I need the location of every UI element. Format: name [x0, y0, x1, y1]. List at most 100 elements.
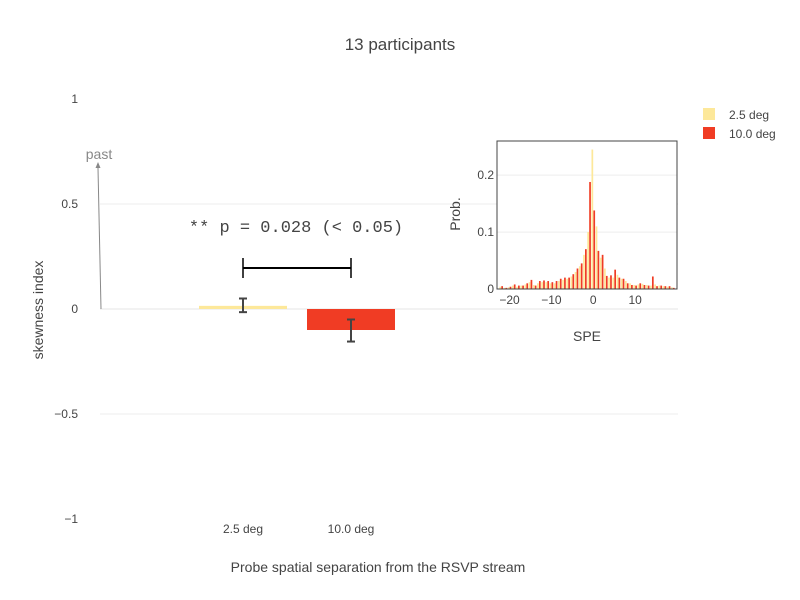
inset-bar-2.5-deg	[637, 284, 640, 289]
inset-bar-2.5-deg	[620, 278, 623, 289]
inset-x-tick-label: 10	[628, 293, 642, 307]
inset-x-axis-title: SPE	[573, 328, 601, 344]
inset-frame	[496, 140, 678, 290]
inset-bar-10.0-deg	[610, 275, 612, 289]
main-y-tick-label: 1	[71, 92, 78, 106]
inset-bar-10.0-deg	[551, 282, 554, 289]
inset-bar-2.5-deg	[570, 276, 573, 289]
inset-x-tick-label: −20	[499, 293, 520, 307]
inset-bar-10.0-deg	[618, 277, 621, 289]
inset-y-tick-label: 0.1	[477, 225, 494, 239]
main-y-tick-label: 0	[71, 302, 78, 316]
inset-bar-10.0-deg	[589, 181, 591, 289]
main-x-category-labels: 2.5 deg 10.0 deg	[223, 522, 374, 536]
inset-bar-10.0-deg	[622, 278, 625, 289]
inset-bar-10.0-deg	[538, 281, 541, 289]
inset-bar-10.0-deg	[626, 283, 629, 289]
inset-x-tick-labels: −20 −10 0 10	[499, 293, 642, 307]
error-bar-2.5-deg	[239, 297, 247, 314]
inset-bar-10.0-deg	[547, 281, 550, 289]
inset-bar-10.0-deg	[668, 286, 671, 289]
inset-bar-10.0-deg	[656, 286, 658, 289]
inset-bar-2.5-deg	[499, 286, 502, 289]
inset-bar-10.0-deg	[597, 250, 600, 289]
inset-bar-10.0-deg	[526, 283, 529, 289]
inset-bar-10.0-deg	[505, 287, 508, 289]
inset-bar-10.0-deg	[672, 287, 675, 289]
inset-bar-2.5-deg	[666, 286, 669, 289]
x-category-label: 2.5 deg	[223, 522, 263, 536]
legend-swatch-10.0-deg	[703, 127, 715, 139]
inset-histogram: −20 −10 0 10 0 0.1 0.2 SPE Prob.	[447, 140, 678, 344]
inset-bar-2.5-deg	[524, 284, 527, 289]
inset-bar-10.0-deg	[660, 285, 663, 289]
inset-bar-2.5-deg	[549, 283, 552, 289]
inset-y-tick-label: 0	[487, 282, 494, 296]
inset-bar-10.0-deg	[509, 286, 512, 289]
inset-plot-area	[497, 141, 677, 289]
main-error-bars	[239, 297, 355, 343]
inset-x-tick-label: 0	[590, 293, 597, 307]
inset-bar-2.5-deg	[541, 282, 543, 289]
inset-bar-2.5-deg	[608, 277, 610, 289]
y-axis-title: skewness index	[30, 261, 46, 360]
inset-bar-2.5-deg	[587, 232, 589, 289]
inset-bar-10.0-deg	[585, 249, 587, 289]
inset-bar-2.5-deg	[557, 281, 560, 289]
significance-bracket	[242, 258, 352, 278]
main-y-tick-label: 0.5	[61, 197, 78, 211]
x-category-label: 10.0 deg	[328, 522, 375, 536]
inset-bar-10.0-deg	[601, 254, 604, 289]
inset-bar-2.5-deg	[658, 285, 661, 289]
inset-bar-10.0-deg	[534, 285, 537, 289]
inset-bar-2.5-deg	[624, 281, 627, 289]
inset-gridlines	[497, 174, 677, 233]
inset-bar-10.0-deg	[555, 281, 558, 289]
inset-bar-2.5-deg	[650, 285, 652, 289]
inset-x-tick-label: −10	[541, 293, 562, 307]
inset-bar-2.5-deg	[671, 287, 673, 289]
inset-bar-10.0-deg	[559, 278, 562, 289]
inset-bar-2.5-deg	[583, 254, 585, 289]
inset-bar-2.5-deg	[599, 257, 602, 289]
main-y-tick-label: −0.5	[54, 407, 78, 421]
inset-bar-2.5-deg	[578, 266, 581, 289]
past-arrow-head	[95, 162, 101, 168]
inset-bars	[499, 149, 675, 289]
significance-annotation: ** p = 0.028 (< 0.05)	[189, 219, 403, 238]
inset-bar-10.0-deg	[530, 279, 533, 289]
inset-bar-10.0-deg	[543, 280, 545, 289]
main-y-tick-label: −1	[64, 512, 78, 526]
inset-bar-2.5-deg	[612, 277, 615, 289]
inset-bar-10.0-deg	[576, 268, 579, 289]
inset-bar-10.0-deg	[651, 276, 654, 289]
inset-bar-10.0-deg	[631, 285, 633, 289]
inset-bar-2.5-deg	[545, 282, 548, 289]
inset-bar-2.5-deg	[574, 271, 577, 289]
error-bar-10.0-deg	[347, 318, 355, 343]
inset-bar-10.0-deg	[664, 286, 667, 289]
inset-bar-2.5-deg	[633, 285, 636, 289]
inset-bar-2.5-deg	[629, 283, 631, 289]
inset-y-tick-label: 0.2	[477, 168, 494, 182]
inset-bar-2.5-deg	[520, 285, 523, 289]
inset-bar-10.0-deg	[580, 263, 583, 289]
inset-bar-2.5-deg	[507, 287, 510, 289]
main-y-tick-labels: 1 0.5 0 −0.5 −1	[54, 92, 78, 526]
inset-bar-10.0-deg	[501, 286, 503, 289]
inset-bar-2.5-deg	[516, 286, 518, 289]
inset-bar-2.5-deg	[641, 283, 644, 289]
inset-bar-2.5-deg	[553, 283, 556, 289]
legend-swatch-2.5-deg	[703, 108, 715, 120]
inset-bar-10.0-deg	[647, 285, 650, 289]
inset-bar-10.0-deg	[614, 269, 617, 289]
inset-bar-10.0-deg	[635, 285, 637, 289]
past-arrow-line	[97, 167, 102, 310]
legend: 2.5 deg 10.0 deg	[703, 108, 776, 141]
inset-bar-10.0-deg	[639, 283, 642, 289]
inset-y-tick-labels: 0 0.1 0.2	[477, 168, 494, 296]
inset-bar-2.5-deg	[604, 268, 606, 289]
inset-bar-2.5-deg	[537, 283, 539, 289]
inset-bar-10.0-deg	[572, 274, 575, 289]
